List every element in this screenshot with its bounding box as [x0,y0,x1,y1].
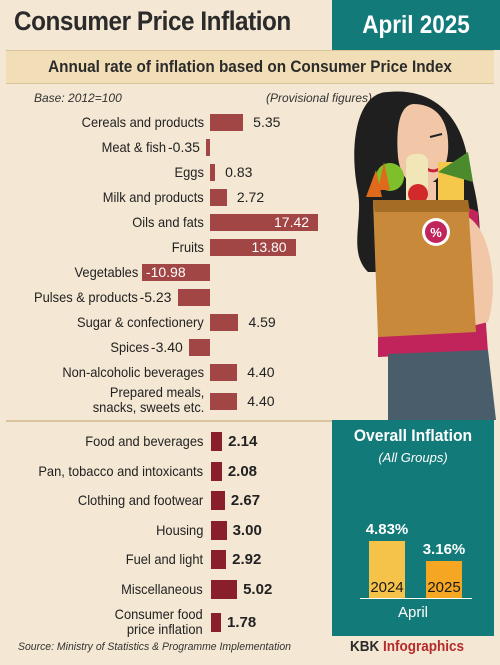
overall-bar-2025 [426,560,462,598]
label-meat-fish: Meat & fish [101,139,166,155]
group-label-miscellaneous: Miscellaneous [121,580,203,597]
group-value-food-and-beverages: 2.14 [228,433,258,450]
section-divider [6,420,494,422]
group-bar-food-and-beverages [211,432,223,451]
subtitle-bar: Annual rate of inflation based on Consum… [6,50,494,84]
report-date: April 2025 [362,11,470,39]
bar-prepared-meals-snacks-sweets-etc [210,393,238,410]
label-cereals-and-products: Cereals and products [81,114,204,130]
brand-suffix: Infographics [383,638,465,655]
overall-axis-line [360,598,472,599]
overall-value-2025: 3.16% [422,540,466,558]
group-label-fuel-and-light: Fuel and light [125,551,203,567]
source-note: Source: Ministry of Statistics & Program… [18,641,291,653]
bar-sugar-confectionery [210,314,239,331]
value-fruits: 13.80 [251,239,287,255]
label-pulses-products: Pulses & products [33,289,138,305]
bag-percent-badge: % [430,225,442,240]
group-bar-housing [211,520,227,540]
group-bar-fuel-and-light [211,550,227,569]
label-fruits: Fruits [171,239,204,255]
page-subtitle: Annual rate of inflation based on Consum… [48,57,452,76]
label-vegetables: Vegetables [74,264,138,280]
value-non-alcoholic-beverages: 4.40 [247,364,275,380]
group-label-housing: Housing [155,521,203,538]
group-value-consumer-food-price-inflation: 1.78 [227,614,257,631]
bar-non-alcoholic-beverages [210,364,238,381]
overall-month-label: April [397,604,428,621]
group-bar-consumer-food-price-inflation [211,613,221,632]
value-cereals-and-products: 5.35 [253,114,281,130]
brand-logo: KBK Infographics [350,638,464,655]
value-pulses-products: -5.23 [139,289,172,305]
base-year-note: Base: 2012=100 [34,91,122,105]
group-label-pan-tobacco-and-intoxicants: Pan, tobacco and intoxicants [38,462,203,479]
label-spices: Spices [110,339,149,355]
brand-prefix: KBK [350,638,384,655]
bar-milk-and-products [210,189,227,206]
group-bar-miscellaneous [211,579,238,599]
woman-with-grocery-bag-illustration: % [354,91,496,420]
bar-cereals-and-products [210,114,244,131]
group-value-fuel-and-light: 2.92 [232,551,262,568]
overall-subtitle: (All Groups) [378,450,448,465]
value-meat-fish: -0.35 [168,139,200,155]
overall-bar-2024 [369,541,405,598]
bar-pulses-products [177,289,210,306]
group-label-consumer-food-price-inflation: Consumer food price inflation [114,606,203,637]
value-spices: -3.40 [150,339,183,355]
bar-meat-fish [206,139,210,156]
provisional-note: (Provisional figures) [266,91,373,105]
value-eggs: 0.83 [225,164,253,180]
bar-eggs [210,164,216,181]
overall-value-2024: 4.83% [365,521,409,538]
header-title-panel: Consumer Price Inflation [0,0,332,50]
label-oils-and-fats: Oils and fats [132,214,204,230]
overall-title: Overall Inflation [353,426,473,445]
overall-year-2025: 2025 [427,579,461,596]
value-prepared-meals-snacks-sweets-etc: 4.40 [247,393,275,409]
group-label-food-and-beverages: Food and beverages [84,433,203,449]
group-bar-pan-tobacco-and-intoxicants [211,461,222,481]
value-sugar-confectionery: 4.59 [248,314,276,330]
label-prepared-meals-snacks-sweets-etc: Prepared meals, snacks, sweets etc. [92,384,204,415]
bar-oils-and-fats [210,214,318,231]
label-sugar-confectionery: Sugar & confectionery [77,314,204,330]
group-value-housing: 3.00 [232,521,262,539]
group-value-clothing-and-footwear: 2.67 [230,492,261,509]
bar-spices [188,339,210,356]
group-value-pan-tobacco-and-intoxicants: 2.08 [227,462,258,480]
label-non-alcoholic-beverages: Non-alcoholic beverages [62,364,204,380]
value-milk-and-products: 2.72 [236,189,265,205]
overall-year-2024: 2024 [370,579,404,596]
group-bar-clothing-and-footwear [211,491,225,510]
bar-fruits [210,239,296,256]
overall-inflation-panel: Overall Inflation (All Groups) 4.83% 2024… [332,420,494,636]
group-value-miscellaneous: 5.02 [243,580,273,598]
value-vegetables: -10.98 [145,264,186,280]
page-title: Consumer Price Inflation [14,6,291,36]
label-milk-and-products: Milk and products [103,189,204,205]
label-eggs: Eggs [174,164,204,180]
group-label-clothing-and-footwear: Clothing and footwear [77,492,203,508]
value-oils-and-fats: 17.42 [274,214,310,230]
bar-vegetables [141,264,210,281]
header-date-panel: April 2025 [332,0,500,50]
